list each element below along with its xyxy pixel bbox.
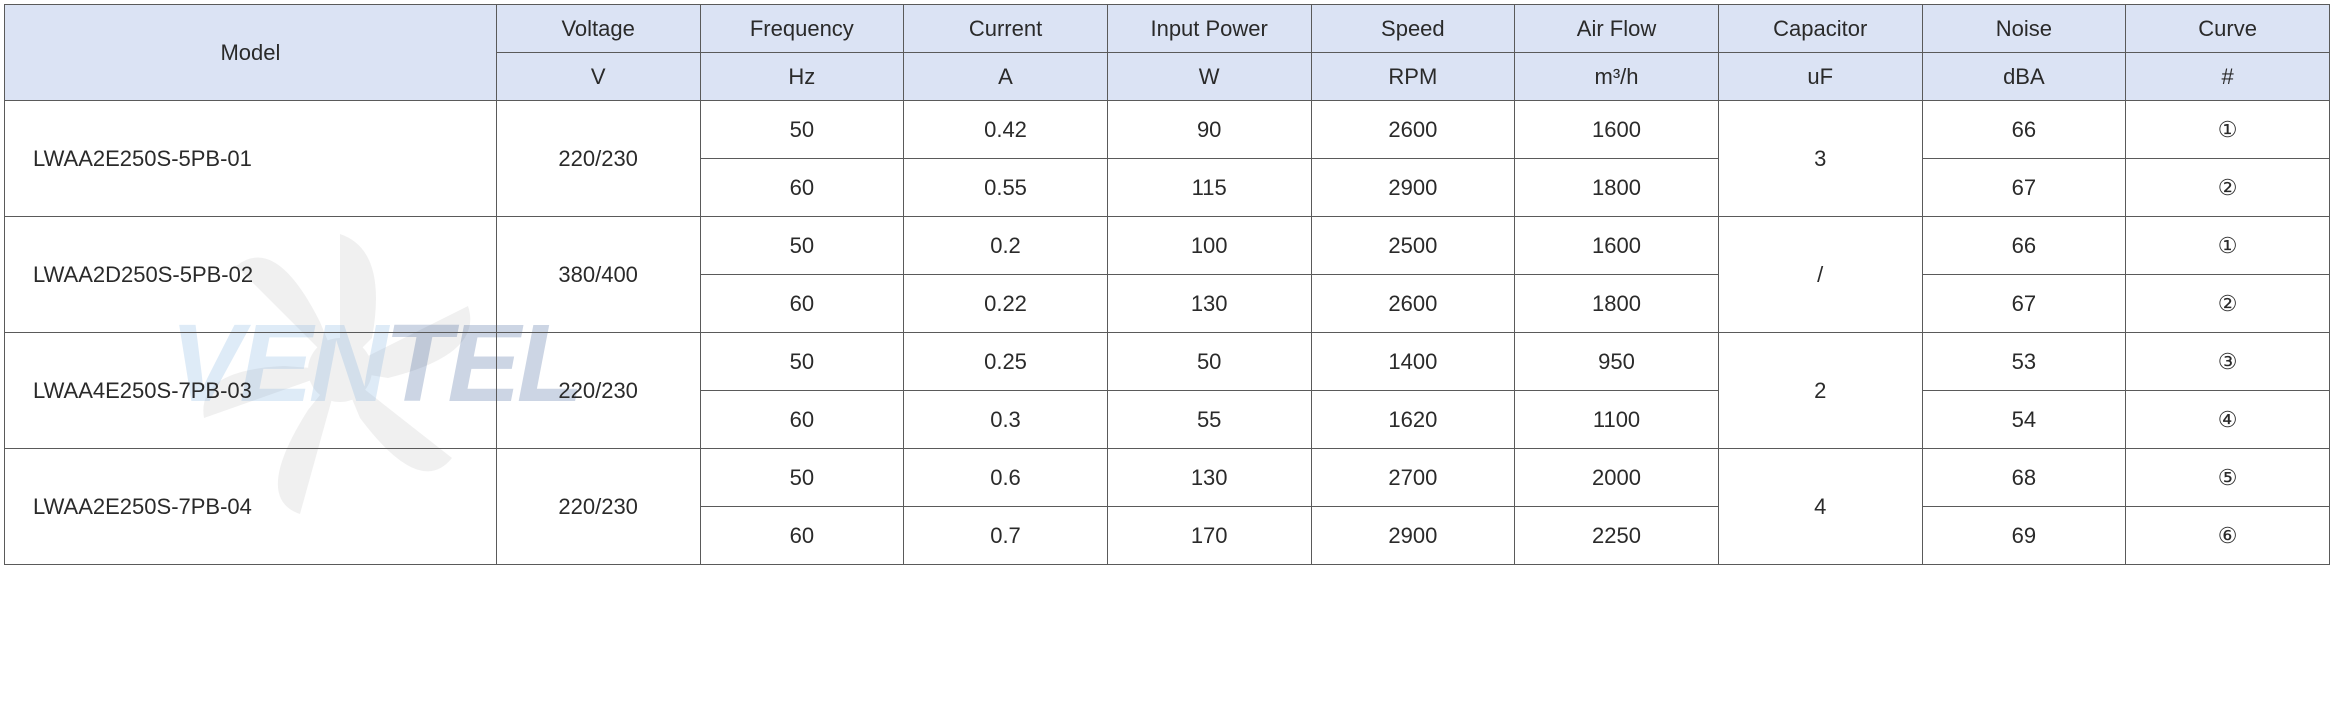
column-unit-noise: dBA bbox=[1922, 53, 2126, 101]
column-unit-air-flow: m³/h bbox=[1515, 53, 1719, 101]
column-header-model: Model bbox=[5, 5, 497, 101]
cell-frequency: 50 bbox=[700, 217, 904, 275]
cell-capacitor: 4 bbox=[1718, 449, 1922, 565]
cell-model: LWAA4E250S-7PB-03 bbox=[5, 333, 497, 449]
cell-input-power: 90 bbox=[1107, 101, 1311, 159]
cell-current: 0.6 bbox=[904, 449, 1108, 507]
cell-speed: 2600 bbox=[1311, 275, 1515, 333]
spec-table: ModelVoltageFrequencyCurrentInput PowerS… bbox=[4, 4, 2330, 565]
column-unit-voltage: V bbox=[496, 53, 700, 101]
column-unit-current: A bbox=[904, 53, 1108, 101]
cell-input-power: 50 bbox=[1107, 333, 1311, 391]
cell-air-flow: 1800 bbox=[1515, 159, 1719, 217]
cell-model: LWAA2E250S-5PB-01 bbox=[5, 101, 497, 217]
cell-noise: 67 bbox=[1922, 275, 2126, 333]
column-header-curve: Curve bbox=[2126, 5, 2330, 53]
cell-speed: 2900 bbox=[1311, 159, 1515, 217]
cell-noise: 68 bbox=[1922, 449, 2126, 507]
column-unit-input-power: W bbox=[1107, 53, 1311, 101]
cell-curve: ⑤ bbox=[2126, 449, 2330, 507]
table-head: ModelVoltageFrequencyCurrentInput PowerS… bbox=[5, 5, 2330, 101]
cell-current: 0.7 bbox=[904, 507, 1108, 565]
column-header-voltage: Voltage bbox=[496, 5, 700, 53]
cell-current: 0.42 bbox=[904, 101, 1108, 159]
cell-noise: 66 bbox=[1922, 101, 2126, 159]
cell-speed: 2900 bbox=[1311, 507, 1515, 565]
column-header-air-flow: Air Flow bbox=[1515, 5, 1719, 53]
cell-frequency: 60 bbox=[700, 391, 904, 449]
header-row-labels: ModelVoltageFrequencyCurrentInput PowerS… bbox=[5, 5, 2330, 53]
cell-air-flow: 2000 bbox=[1515, 449, 1719, 507]
cell-input-power: 130 bbox=[1107, 449, 1311, 507]
cell-curve: ② bbox=[2126, 275, 2330, 333]
cell-noise: 54 bbox=[1922, 391, 2126, 449]
cell-input-power: 55 bbox=[1107, 391, 1311, 449]
cell-curve: ④ bbox=[2126, 391, 2330, 449]
column-header-frequency: Frequency bbox=[700, 5, 904, 53]
cell-current: 0.55 bbox=[904, 159, 1108, 217]
cell-speed: 2600 bbox=[1311, 101, 1515, 159]
cell-frequency: 60 bbox=[700, 507, 904, 565]
column-header-current: Current bbox=[904, 5, 1108, 53]
cell-capacitor: 2 bbox=[1718, 333, 1922, 449]
column-header-capacitor: Capacitor bbox=[1718, 5, 1922, 53]
column-unit-frequency: Hz bbox=[700, 53, 904, 101]
cell-input-power: 170 bbox=[1107, 507, 1311, 565]
cell-current: 0.2 bbox=[904, 217, 1108, 275]
cell-capacitor: / bbox=[1718, 217, 1922, 333]
cell-model: LWAA2D250S-5PB-02 bbox=[5, 217, 497, 333]
cell-current: 0.3 bbox=[904, 391, 1108, 449]
cell-air-flow: 950 bbox=[1515, 333, 1719, 391]
cell-air-flow: 1800 bbox=[1515, 275, 1719, 333]
cell-curve: ③ bbox=[2126, 333, 2330, 391]
column-unit-speed: RPM bbox=[1311, 53, 1515, 101]
cell-noise: 69 bbox=[1922, 507, 2126, 565]
cell-input-power: 100 bbox=[1107, 217, 1311, 275]
table-body: LWAA2E250S-5PB-01220/230500.429026001600… bbox=[5, 101, 2330, 565]
cell-noise: 66 bbox=[1922, 217, 2126, 275]
cell-curve: ① bbox=[2126, 101, 2330, 159]
cell-speed: 1400 bbox=[1311, 333, 1515, 391]
cell-speed: 2700 bbox=[1311, 449, 1515, 507]
cell-speed: 2500 bbox=[1311, 217, 1515, 275]
table-row: LWAA2E250S-5PB-01220/230500.429026001600… bbox=[5, 101, 2330, 159]
cell-voltage: 220/230 bbox=[496, 333, 700, 449]
cell-air-flow: 1600 bbox=[1515, 101, 1719, 159]
column-unit-capacitor: uF bbox=[1718, 53, 1922, 101]
cell-current: 0.25 bbox=[904, 333, 1108, 391]
cell-voltage: 380/400 bbox=[496, 217, 700, 333]
cell-curve: ⑥ bbox=[2126, 507, 2330, 565]
cell-frequency: 50 bbox=[700, 333, 904, 391]
cell-noise: 53 bbox=[1922, 333, 2126, 391]
cell-frequency: 50 bbox=[700, 449, 904, 507]
cell-voltage: 220/230 bbox=[496, 449, 700, 565]
cell-frequency: 60 bbox=[700, 159, 904, 217]
cell-capacitor: 3 bbox=[1718, 101, 1922, 217]
cell-input-power: 130 bbox=[1107, 275, 1311, 333]
cell-noise: 67 bbox=[1922, 159, 2126, 217]
cell-air-flow: 2250 bbox=[1515, 507, 1719, 565]
cell-air-flow: 1100 bbox=[1515, 391, 1719, 449]
column-header-input-power: Input Power bbox=[1107, 5, 1311, 53]
cell-current: 0.22 bbox=[904, 275, 1108, 333]
column-unit-curve: # bbox=[2126, 53, 2330, 101]
table-row: LWAA4E250S-7PB-03220/230500.255014009502… bbox=[5, 333, 2330, 391]
cell-speed: 1620 bbox=[1311, 391, 1515, 449]
column-header-noise: Noise bbox=[1922, 5, 2126, 53]
cell-input-power: 115 bbox=[1107, 159, 1311, 217]
table-row: LWAA2D250S-5PB-02380/400500.210025001600… bbox=[5, 217, 2330, 275]
cell-curve: ② bbox=[2126, 159, 2330, 217]
column-header-speed: Speed bbox=[1311, 5, 1515, 53]
cell-voltage: 220/230 bbox=[496, 101, 700, 217]
cell-frequency: 60 bbox=[700, 275, 904, 333]
table-row: LWAA2E250S-7PB-04220/230500.613027002000… bbox=[5, 449, 2330, 507]
cell-curve: ① bbox=[2126, 217, 2330, 275]
cell-model: LWAA2E250S-7PB-04 bbox=[5, 449, 497, 565]
cell-air-flow: 1600 bbox=[1515, 217, 1719, 275]
cell-frequency: 50 bbox=[700, 101, 904, 159]
